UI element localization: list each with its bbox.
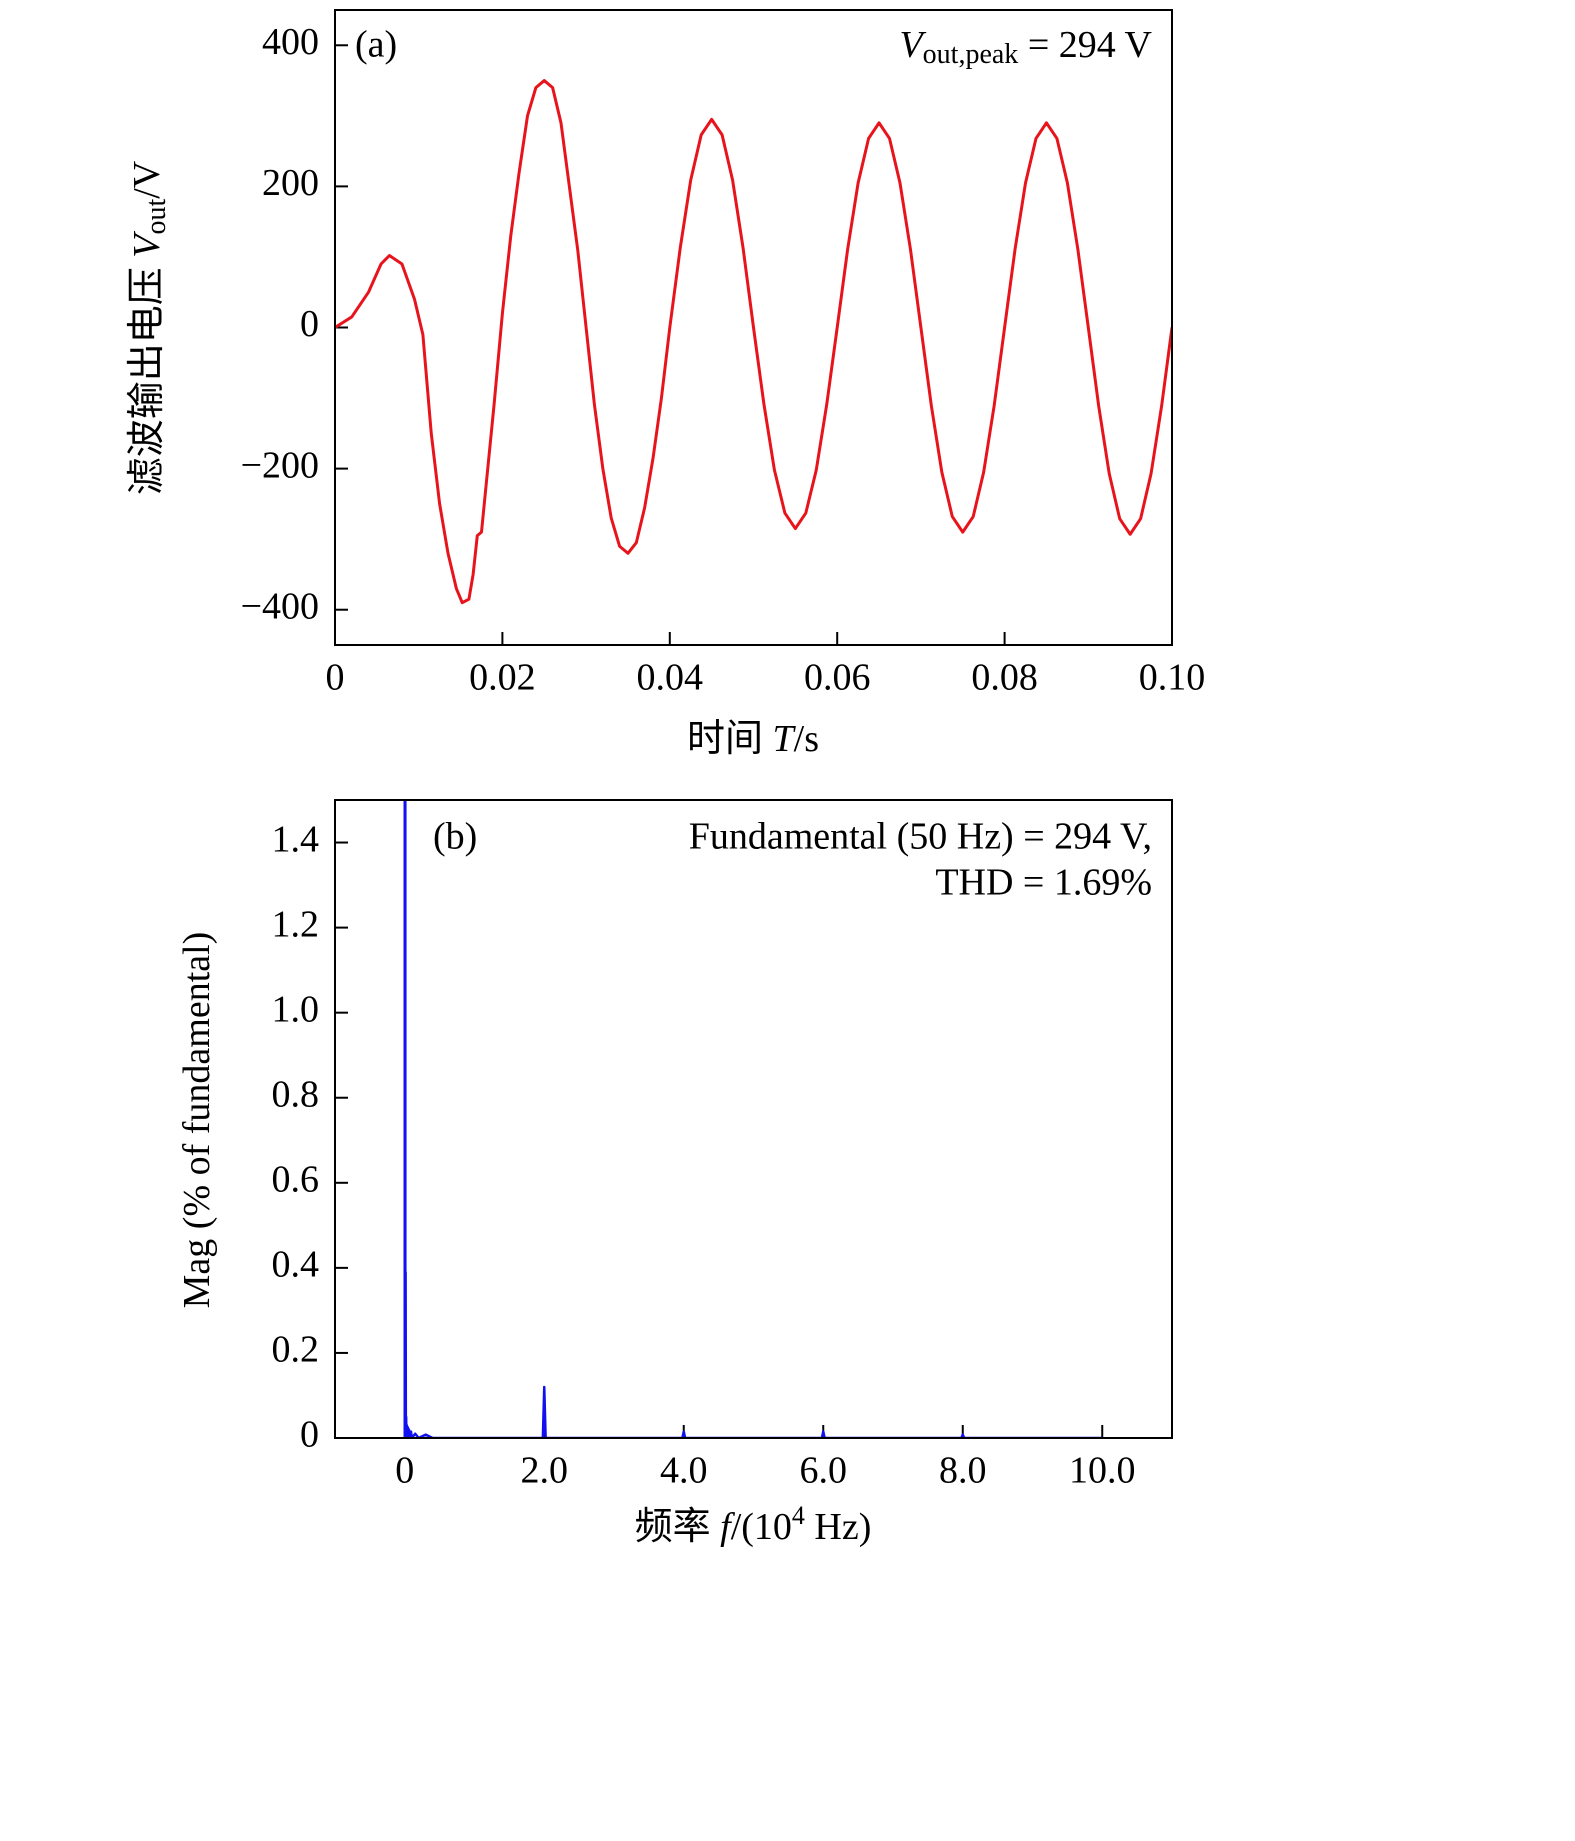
y-axis-label: Mag (% of fundamental)	[176, 932, 218, 1309]
label-part: /V	[126, 160, 168, 199]
label-part: 频率	[635, 1506, 721, 1548]
label-part: /(10	[731, 1506, 792, 1548]
label-part: out,peak	[923, 39, 1019, 70]
label-part: Hz)	[805, 1506, 871, 1548]
x-tick-label: 10.0	[1069, 1450, 1136, 1492]
plot-frame	[334, 799, 1173, 1439]
y-tick-label: 0	[300, 1414, 319, 1456]
annotation: (a)	[355, 24, 397, 66]
x-tick-label: 0.04	[637, 657, 704, 699]
x-tick-label: 0.06	[804, 657, 871, 699]
x-axis-label: 频率 f/(104 Hz)	[635, 1501, 872, 1548]
label-part: = 294 V	[1018, 24, 1152, 66]
y-tick-label: 0.4	[272, 1244, 320, 1286]
y-tick-label: 200	[262, 162, 319, 204]
x-tick-label: 6.0	[800, 1450, 848, 1492]
x-tick-label: 2.0	[521, 1450, 569, 1492]
y-tick-label: 0.8	[272, 1073, 320, 1115]
y-tick-label: −400	[241, 585, 319, 627]
label-part: 滤波输出电压	[126, 258, 168, 496]
annotation: THD = 1.69%	[935, 862, 1152, 904]
x-tick-label: 0.10	[1139, 657, 1206, 699]
label-part: 时间	[687, 718, 773, 760]
annotation: (b)	[433, 816, 477, 858]
x-tick-label: 4.0	[660, 1450, 708, 1492]
label-part: /s	[794, 718, 819, 760]
x-tick-label: 0.02	[469, 657, 536, 699]
y-tick-label: 0.2	[272, 1329, 320, 1371]
plot-frame	[334, 9, 1173, 646]
label-part: out	[141, 199, 172, 235]
x-tick-label: 0	[395, 1450, 414, 1492]
annotation: Fundamental (50 Hz) = 294 V,	[689, 816, 1152, 858]
label-part: Mag (% of fundamental)	[176, 932, 218, 1309]
label-part: T	[773, 718, 797, 760]
data-line	[335, 79, 1172, 605]
y-tick-label: 1.4	[272, 818, 320, 860]
x-tick-label: 8.0	[939, 1450, 987, 1492]
y-tick-label: 1.0	[272, 988, 320, 1030]
y-tick-label: 400	[262, 21, 319, 63]
y-tick-label: 1.2	[272, 903, 320, 945]
x-tick-label: 0.08	[971, 657, 1038, 699]
x-axis-label: 时间 T/s	[687, 718, 819, 760]
y-tick-label: −200	[241, 444, 319, 486]
x-tick-label: 0	[326, 657, 345, 699]
y-axis-label: 滤波输出电压 Vout/V	[126, 160, 173, 495]
label-part: 4	[792, 1501, 805, 1530]
y-tick-label: 0.6	[272, 1159, 320, 1201]
label-part: V	[126, 231, 168, 258]
data-line	[403, 800, 1103, 1438]
y-tick-label: 0	[300, 303, 319, 345]
annotation: Vout,peak = 294 V	[899, 24, 1152, 71]
label-part: V	[899, 24, 926, 66]
